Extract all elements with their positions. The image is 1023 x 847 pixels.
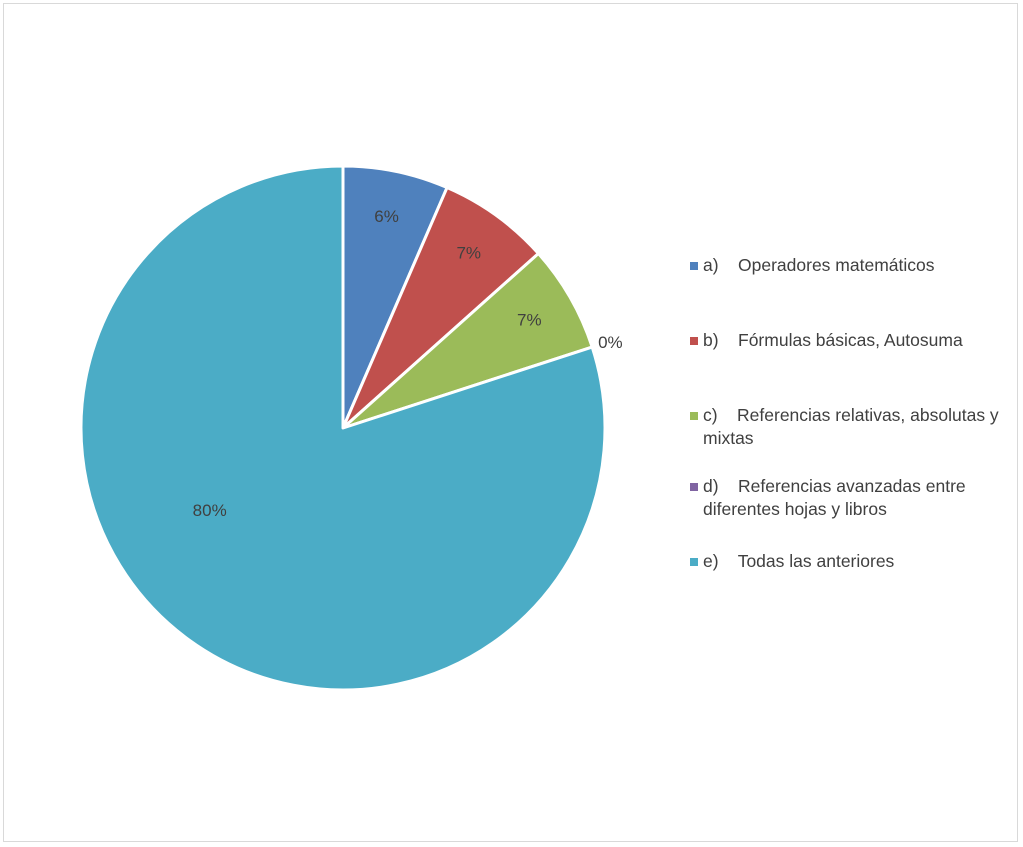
data-label-e: 80% (193, 501, 227, 520)
data-labels: 6% 7% 7% 0% 80% (193, 207, 623, 520)
legend-label-b: b) Fórmulas básicas, Autosuma (703, 330, 963, 350)
legend-swatch-e (690, 558, 698, 566)
pie-slice-b (341, 186, 540, 430)
legend-label-a: a) Operadores matemáticos (703, 255, 935, 275)
pie-slice-e (79, 164, 607, 692)
pie-slices (79, 164, 607, 692)
legend-label-e: e) Todas las anteriores (703, 551, 895, 571)
legend-label-d: d) Referencias avanzadas entre diferente… (703, 476, 971, 519)
data-label-c: 7% (517, 310, 542, 329)
pie-slice-c (341, 252, 594, 430)
data-label-b: 7% (456, 243, 481, 262)
legend-swatch-d (690, 483, 698, 491)
legend-swatch-b (690, 337, 698, 345)
data-label-a: 6% (374, 207, 399, 226)
legend-swatch-a (690, 262, 698, 270)
data-label-d: 0% (598, 333, 623, 352)
legend-swatch-c (690, 412, 698, 420)
legend-label-c: c) Referencias relativas, absolutas y mi… (703, 405, 1004, 448)
